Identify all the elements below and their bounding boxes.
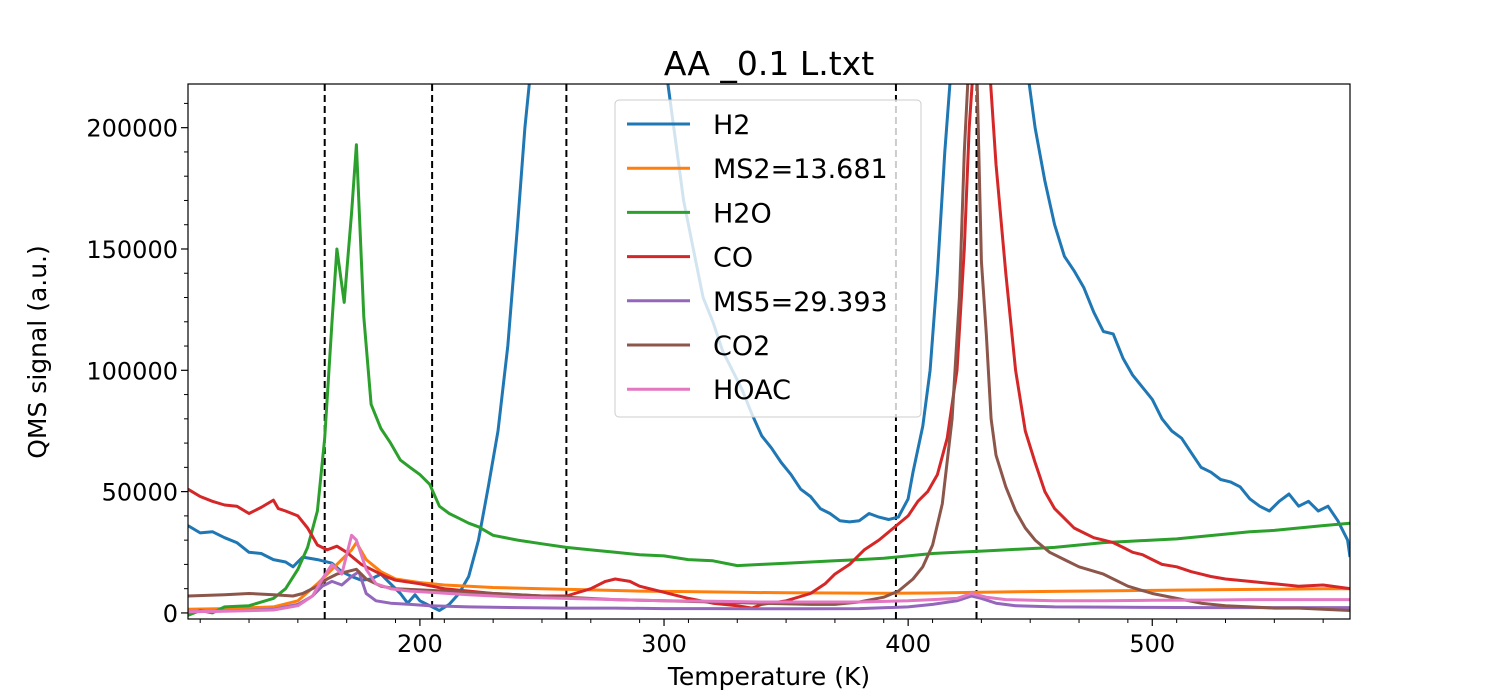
x-tick-label: 200 xyxy=(397,630,443,658)
series-line-4 xyxy=(188,570,1350,614)
x-axis: 200 300 400 500 xyxy=(199,619,1324,658)
legend-label-4: MS5=29.393 xyxy=(713,287,888,318)
series-line-6 xyxy=(188,533,1350,614)
y-tick-label: 200000 xyxy=(86,115,178,143)
series-line-5 xyxy=(188,84,1350,612)
x-tick-label: 500 xyxy=(1129,630,1175,658)
legend-label-6: HOAC xyxy=(713,375,791,406)
legend-label-3: CO xyxy=(713,243,753,274)
chart-title: AA _0.1 L.txt xyxy=(664,44,874,83)
y-tick-label: 150000 xyxy=(86,236,178,264)
x-axis-label: Temperature (K) xyxy=(667,662,870,691)
legend-box xyxy=(614,99,922,418)
legend-label-1: MS2=13.681 xyxy=(713,154,888,185)
y-tick-label: 0 xyxy=(163,600,178,628)
x-tick-label: 400 xyxy=(885,630,931,658)
y-tick-label: 50000 xyxy=(102,479,178,507)
series-layer xyxy=(188,84,1350,617)
legend-label-5: CO2 xyxy=(713,331,770,362)
plot-frame xyxy=(187,83,1351,620)
legend-label-2: H2O xyxy=(713,198,772,229)
y-tick-label: 100000 xyxy=(86,357,178,385)
y-axis: 0 50000 100000 150000 200000 xyxy=(86,102,188,628)
legend: H2 MS2=13.681 H2O CO MS5=29.393 CO2 HOAC xyxy=(614,99,922,418)
y-axis-label: QMS signal (a.u.) xyxy=(23,245,52,459)
x-tick-label: 300 xyxy=(641,630,687,658)
series-line-3 xyxy=(188,84,1350,610)
series-line-2 xyxy=(188,143,1350,617)
legend-label-0: H2 xyxy=(713,110,750,141)
